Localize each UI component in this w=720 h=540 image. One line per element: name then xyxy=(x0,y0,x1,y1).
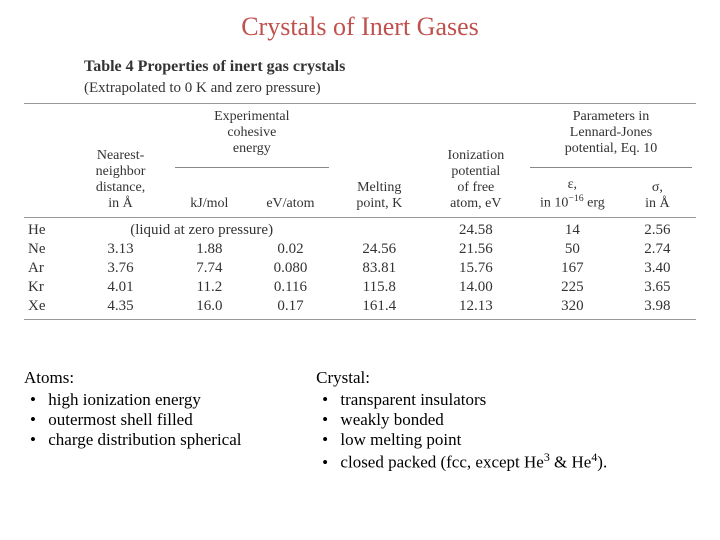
cell-ion: 14.00 xyxy=(426,278,526,297)
data-table-body: He(liquid at zero pressure)24.58142.56Ne… xyxy=(24,221,696,316)
cell-mp: 161.4 xyxy=(333,297,426,316)
cell-ion: 15.76 xyxy=(426,259,526,278)
crystal-item: • transparent insulators xyxy=(322,390,696,410)
atoms-item: • charge distribution spherical xyxy=(30,430,316,450)
cell-element: Ar xyxy=(24,259,70,278)
col-ev: eV/atom xyxy=(248,175,333,214)
atoms-head: Atoms: xyxy=(24,368,316,388)
cell-ev: 0.17 xyxy=(248,297,333,316)
col-melting: Meltingpoint, K xyxy=(333,107,426,214)
col-ionization: Ionizationpotentialof freeatom, eV xyxy=(426,107,526,214)
cell-nn: 3.76 xyxy=(70,259,170,278)
cell-sig: 3.65 xyxy=(619,278,696,297)
cell-eps: 14 xyxy=(526,221,619,240)
cell-sig: 3.98 xyxy=(619,297,696,316)
crystal-item: • weakly bonded xyxy=(322,410,696,430)
cell-eps: 50 xyxy=(526,240,619,259)
cell-kj: 1.88 xyxy=(171,240,248,259)
table-head: Nearest-neighbordistance,in Å Experiment… xyxy=(24,107,696,214)
table-subcaption: (Extrapolated to 0 K and zero pressure) xyxy=(84,80,696,97)
cell-nn: 4.01 xyxy=(70,278,170,297)
col-lj-group: Parameters inLennard-Jonespotential, Eq.… xyxy=(526,107,696,175)
crystal-item: • low melting point xyxy=(322,430,696,450)
atoms-item: • outermost shell filled xyxy=(30,410,316,430)
cell-eps: 320 xyxy=(526,297,619,316)
cell-mp: 83.81 xyxy=(333,259,426,278)
slide-root: Crystals of Inert Gases Table 4 Properti… xyxy=(0,0,720,540)
notes-crystal: Crystal: • transparent insulators• weakl… xyxy=(316,368,696,473)
cell-ion: 24.58 xyxy=(426,221,526,240)
atoms-item: • high ionization energy xyxy=(30,390,316,410)
col-element xyxy=(24,107,70,214)
cell-kj: 11.2 xyxy=(171,278,248,297)
cell-element: Kr xyxy=(24,278,70,297)
notes-atoms: Atoms: • high ionization energy• outermo… xyxy=(24,368,316,473)
crystal-item: • closed packed (fcc, except He3 & He4). xyxy=(322,450,696,473)
cell-sig: 2.74 xyxy=(619,240,696,259)
cell-ev: 0.116 xyxy=(248,278,333,297)
cell-sig: 2.56 xyxy=(619,221,696,240)
table-row: Ne3.131.880.0224.5621.56502.74 xyxy=(24,240,696,259)
cell-ev: 0.02 xyxy=(248,240,333,259)
cell-ion: 12.13 xyxy=(426,297,526,316)
table-row: Kr4.0111.20.116115.814.002253.65 xyxy=(24,278,696,297)
table-row: He(liquid at zero pressure) 24.58142.56 xyxy=(24,221,696,240)
col-sigma: σ,in Å xyxy=(619,175,696,214)
cell-ion: 21.56 xyxy=(426,240,526,259)
cell-mp: 24.56 xyxy=(333,240,426,259)
crystal-head: Crystal: xyxy=(316,368,696,388)
bottom-notes: Atoms: • high ionization energy• outermo… xyxy=(24,368,696,473)
table-caption: Table 4 Properties of inert gas crystals xyxy=(84,58,696,76)
col-nn: Nearest-neighbordistance,in Å xyxy=(70,107,170,214)
cell-element: He xyxy=(24,221,70,240)
cell-mp xyxy=(333,221,426,240)
cell-nn: 3.13 xyxy=(70,240,170,259)
cell-eps: 167 xyxy=(526,259,619,278)
top-rule xyxy=(24,103,696,104)
cell-element: Ne xyxy=(24,240,70,259)
bottom-rule xyxy=(24,319,696,320)
cell-liquid-note: (liquid at zero pressure) xyxy=(70,221,333,240)
data-table: Nearest-neighbordistance,in Å Experiment… xyxy=(24,107,696,214)
mid-rule xyxy=(24,217,696,218)
cell-kj: 16.0 xyxy=(171,297,248,316)
col-kj: kJ/mol xyxy=(171,175,248,214)
cell-eps: 225 xyxy=(526,278,619,297)
col-eps: ε,in 10−16 erg xyxy=(526,175,619,214)
cell-sig: 3.40 xyxy=(619,259,696,278)
cell-mp: 115.8 xyxy=(333,278,426,297)
cell-kj: 7.74 xyxy=(171,259,248,278)
table-row: Xe4.3516.00.17161.412.133203.98 xyxy=(24,297,696,316)
cell-element: Xe xyxy=(24,297,70,316)
cell-ev: 0.080 xyxy=(248,259,333,278)
col-cohesive-group: Experimentalcohesiveenergy xyxy=(171,107,333,175)
cell-nn: 4.35 xyxy=(70,297,170,316)
slide-title: Crystals of Inert Gases xyxy=(24,12,696,42)
table-container: Table 4 Properties of inert gas crystals… xyxy=(24,58,696,320)
table-row: Ar3.767.740.08083.8115.761673.40 xyxy=(24,259,696,278)
